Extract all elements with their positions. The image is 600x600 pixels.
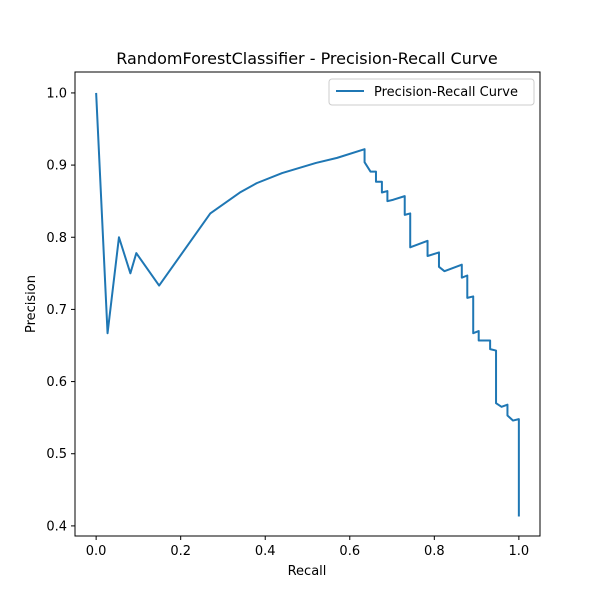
y-axis-ticks: 0.4 0.5 0.6 0.7 0.8 0.9 1.0 xyxy=(46,86,75,534)
series-line-0 xyxy=(95,92,520,517)
y-axis-label: Precision xyxy=(24,275,39,333)
y-tick-label: 0.6 xyxy=(46,375,67,390)
x-tick-label: 0.8 xyxy=(424,544,445,559)
y-tick-label: 1.0 xyxy=(46,86,67,101)
legend-box xyxy=(328,78,535,106)
x-axis-ticks: 0.0 0.2 0.4 0.6 0.8 1.0 xyxy=(86,536,529,559)
x-tick-label: 0.6 xyxy=(339,544,360,559)
x-tick-label: 1.0 xyxy=(509,544,530,559)
legend-label: Precision-Recall Curve xyxy=(374,85,518,100)
y-tick-label: 0.9 xyxy=(46,159,67,174)
y-tick-label: 0.4 xyxy=(46,519,67,534)
x-axis-label: Recall xyxy=(288,564,327,579)
legend: Precision-Recall Curve xyxy=(328,78,535,106)
chart-title: RandomForestClassifier - Precision-Recal… xyxy=(116,49,498,68)
plot-frame xyxy=(74,71,541,537)
y-tick-label: 0.5 xyxy=(46,447,67,462)
y-tick-label: 0.8 xyxy=(46,231,67,246)
x-tick-label: 0.4 xyxy=(255,544,276,559)
x-tick-label: 0.0 xyxy=(86,544,107,559)
series-layer xyxy=(95,92,520,517)
y-tick-label: 0.7 xyxy=(46,303,67,318)
x-tick-label: 0.2 xyxy=(170,544,191,559)
plot-area xyxy=(74,71,541,537)
